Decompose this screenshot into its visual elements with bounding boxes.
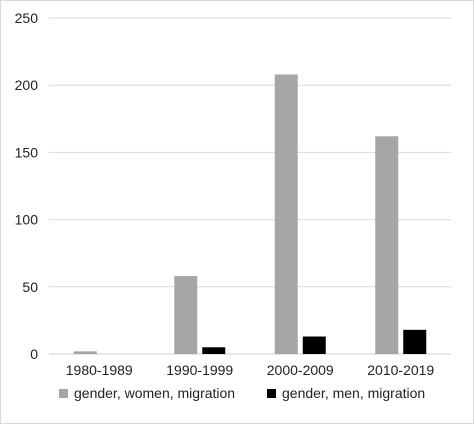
y-tick-label: 100 bbox=[15, 212, 39, 228]
bar-3-1 bbox=[403, 329, 427, 354]
x-tick-label: 2000-2009 bbox=[267, 362, 334, 378]
y-tick-label: 0 bbox=[30, 346, 38, 362]
bar-2-1 bbox=[302, 336, 326, 354]
bar-1-0 bbox=[174, 276, 198, 354]
y-tick-label: 50 bbox=[22, 279, 38, 295]
legend-label: gender, men, migration bbox=[282, 385, 425, 401]
y-tick-label: 200 bbox=[15, 77, 39, 93]
x-tick-label: 1990-1999 bbox=[166, 362, 233, 378]
x-tick-label: 1980-1989 bbox=[66, 362, 133, 378]
legend: gender, women, migration gender, men, mig… bbox=[59, 385, 425, 401]
legend-label: gender, women, migration bbox=[74, 385, 235, 401]
bar-0-0 bbox=[73, 351, 97, 354]
bar-2-0 bbox=[274, 74, 298, 354]
y-tick-label: 150 bbox=[15, 144, 39, 160]
bar-1-1 bbox=[202, 347, 226, 354]
y-tick-label: 250 bbox=[15, 10, 39, 26]
legend-swatch bbox=[59, 389, 68, 398]
legend-swatch bbox=[267, 389, 276, 398]
bars-layer bbox=[73, 74, 427, 354]
x-tick-label: 2010-2019 bbox=[367, 362, 434, 378]
bar-3-0 bbox=[375, 136, 399, 354]
labels-layer: 0 50 100 150 200 250 1980-1989 1990-1999 2000-20… bbox=[15, 10, 435, 378]
